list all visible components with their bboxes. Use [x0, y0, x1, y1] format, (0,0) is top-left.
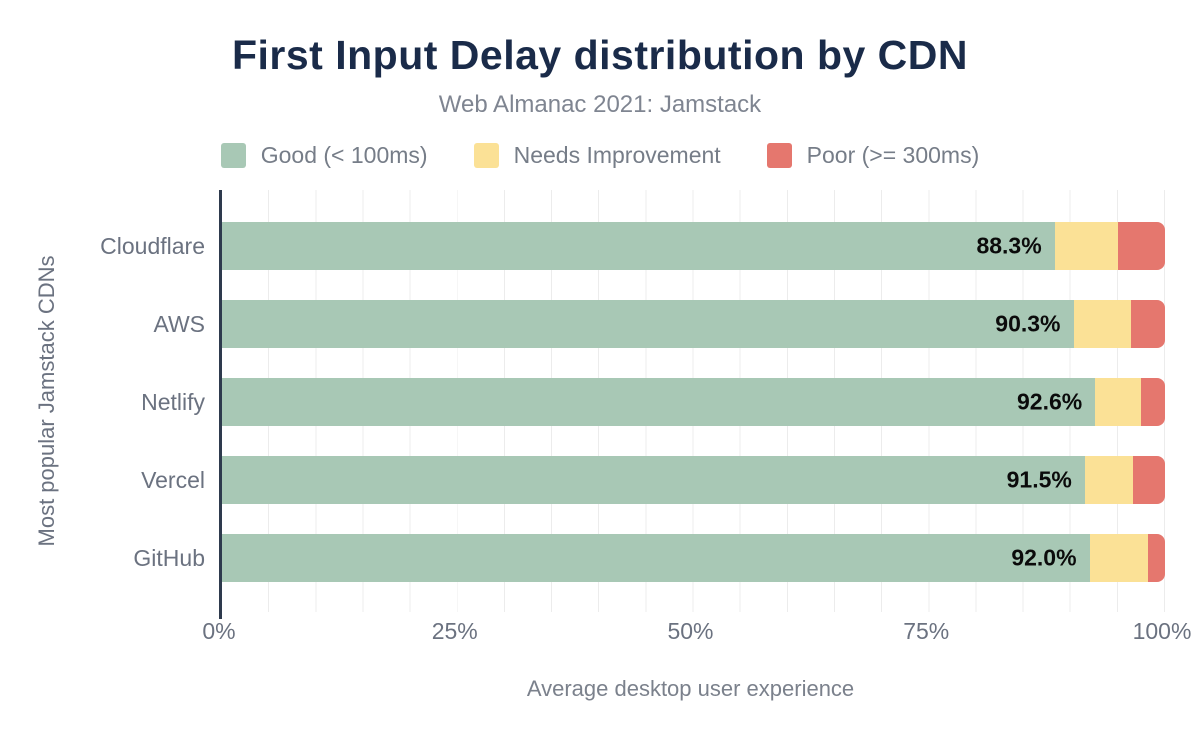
- legend-item-0: Good (< 100ms): [220, 142, 428, 169]
- bar-segment: [1054, 222, 1118, 270]
- x-tick-label-100: 100%: [1132, 618, 1192, 644]
- x-tick-label-75: 75%: [903, 618, 950, 644]
- plot-area: 88.3% 90.3% 92.6% 91.5% 92.0%: [219, 190, 1165, 619]
- bar-segment: [1132, 456, 1165, 504]
- bar-segment: [1073, 300, 1132, 348]
- category-label-vercel: Vercel: [141, 467, 205, 493]
- x-tick-label-0: 0%: [202, 618, 236, 644]
- x-axis-title: Average desktop user experience: [526, 676, 855, 701]
- legend-label: Good (< 100ms): [260, 142, 428, 168]
- bar-segment: [1084, 456, 1133, 504]
- legend: Good (< 100ms) Needs Improvement Poor (>= …: [0, 142, 1200, 169]
- bar-value-label: 92.6%: [1016, 388, 1083, 415]
- bar-segment: 90.3%: [222, 300, 1074, 348]
- bar-row-aws: 90.3%: [222, 300, 1165, 348]
- category-axis: Cloudflare AWS Netlify Vercel GitHub: [0, 190, 205, 612]
- chart-subtitle: Web Almanac 2021: Jamstack: [438, 91, 762, 118]
- bar-segment: 92.6%: [222, 378, 1096, 426]
- bar-segment: [1117, 222, 1165, 270]
- x-tick-label-50: 50%: [667, 618, 714, 644]
- legend-swatch-icon: [766, 143, 792, 168]
- bar-row-github: 92.0%: [222, 534, 1165, 582]
- bar-value-label: 88.3%: [976, 232, 1042, 259]
- bar-row-netlify: 92.6%: [222, 378, 1165, 426]
- legend-label: Poor (>= 300ms): [806, 142, 980, 168]
- legend-swatch-icon: [220, 143, 246, 168]
- bar-segment: [1131, 300, 1165, 348]
- category-label-aws: AWS: [153, 311, 205, 337]
- bar-segment: [1148, 534, 1165, 582]
- bar-row-cloudflare: 88.3%: [222, 222, 1165, 270]
- zero-tick-mark: [219, 612, 222, 619]
- bar-value-label: 90.3%: [995, 310, 1061, 337]
- legend-label: Needs Improvement: [513, 142, 721, 168]
- legend-item-2: Poor (>= 300ms): [766, 142, 980, 169]
- legend-item-1: Needs Improvement: [473, 142, 721, 169]
- category-label-github: GitHub: [133, 545, 205, 571]
- x-tick-label-25: 25%: [431, 618, 478, 644]
- bar-value-label: 91.5%: [1006, 466, 1072, 493]
- x-axis-ticks: 0% 25% 50% 75% 100%: [0, 618, 1200, 648]
- bar-segment: 91.5%: [222, 456, 1085, 504]
- bar-segment: [1141, 378, 1165, 426]
- bar-segment: [1095, 378, 1142, 426]
- chart-title: First Input Delay distribution by CDN: [231, 32, 969, 78]
- category-label-cloudflare: Cloudflare: [100, 233, 205, 259]
- category-label-netlify: Netlify: [141, 389, 205, 415]
- bar-segment: 92.0%: [222, 534, 1090, 582]
- bar-segment: 88.3%: [222, 222, 1055, 270]
- bar-row-vercel: 91.5%: [222, 456, 1165, 504]
- legend-swatch-icon: [473, 143, 499, 168]
- bar-segment: [1089, 534, 1148, 582]
- bar-value-label: 92.0%: [1011, 544, 1077, 571]
